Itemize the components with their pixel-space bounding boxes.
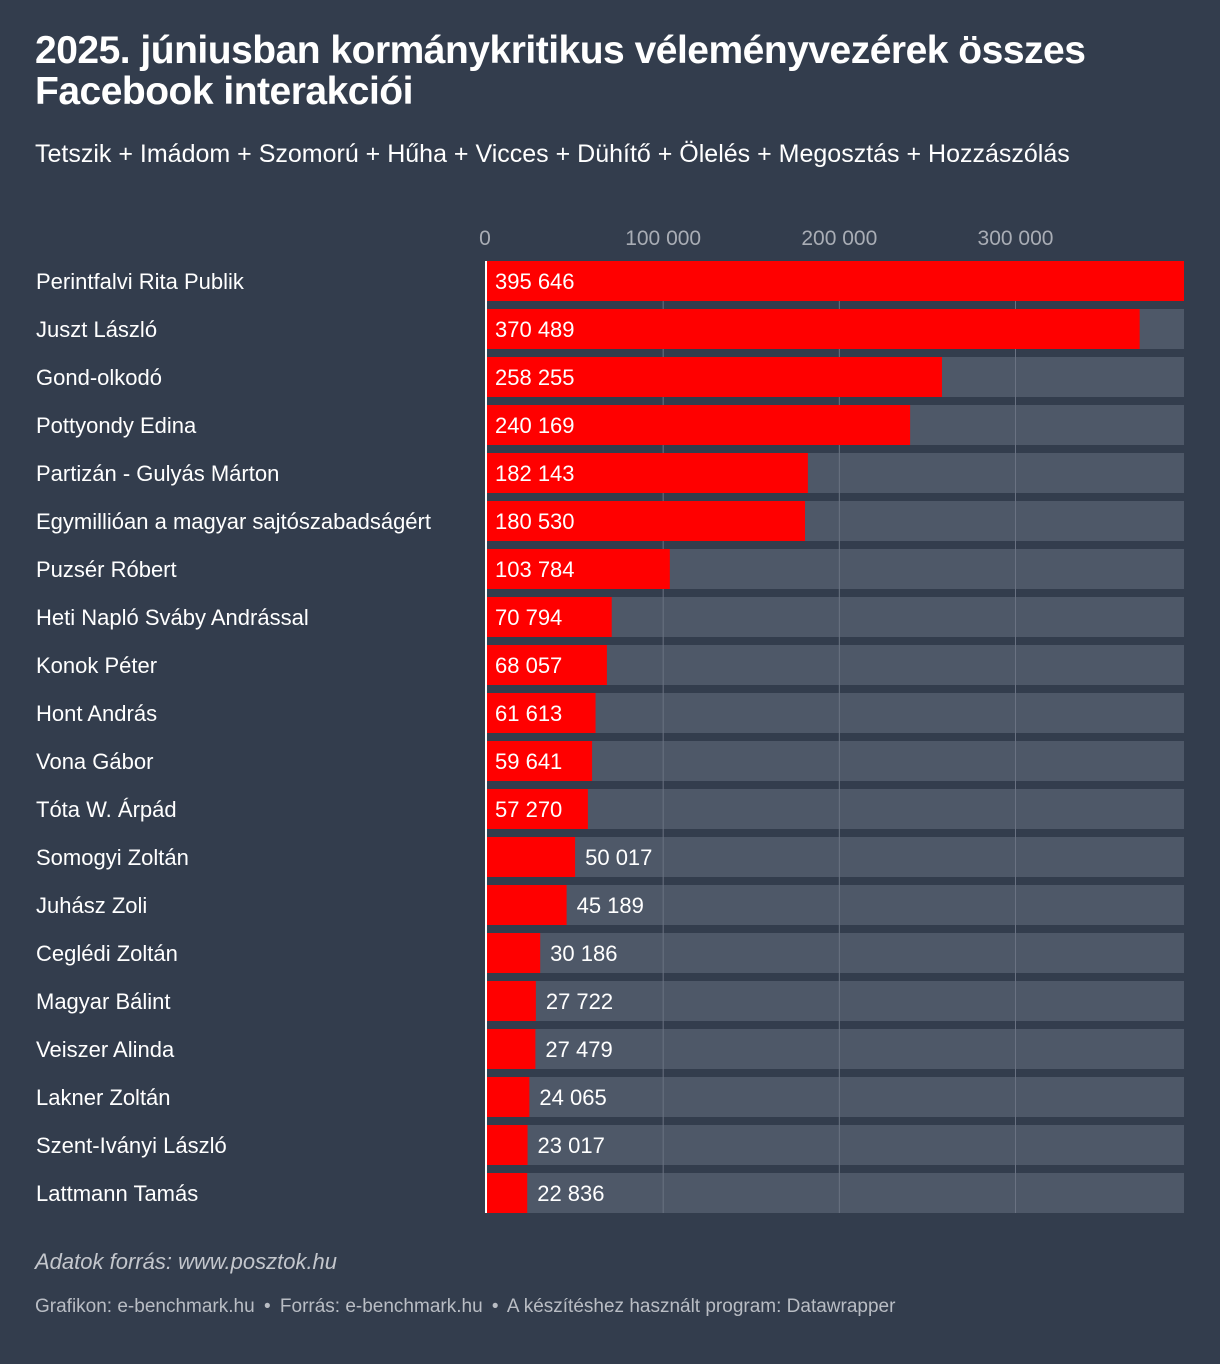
category-label: Perintfalvi Rita Publik xyxy=(36,269,245,294)
value-label: 180 530 xyxy=(495,509,575,534)
x-tick-label: 200 000 xyxy=(801,227,877,250)
bar xyxy=(487,1173,528,1213)
bar xyxy=(487,981,536,1021)
footer-tool: A készítéshez használt program: Datawrap… xyxy=(506,1296,896,1317)
bar xyxy=(487,453,808,493)
value-label: 70 794 xyxy=(495,605,562,630)
footer-separator: • xyxy=(491,1296,499,1317)
category-label: Tóta W. Árpád xyxy=(36,797,177,822)
category-label: Ceglédi Zoltán xyxy=(36,941,178,966)
value-label: 182 143 xyxy=(495,461,575,486)
category-label: Juhász Zoli xyxy=(36,893,147,918)
value-label: 370 489 xyxy=(495,317,575,342)
bar xyxy=(487,837,576,877)
category-label: Partizán - Gulyás Márton xyxy=(36,461,279,486)
bar xyxy=(487,357,942,397)
bar-track xyxy=(487,693,1184,733)
bar xyxy=(487,405,911,445)
value-label: 22 836 xyxy=(537,1181,604,1206)
category-label: Pottyondy Edina xyxy=(36,413,197,438)
bar-chart: 0 100 000 200 000 300 000 Perintfalvi Rita P… xyxy=(36,227,1184,1213)
category-label: Somogyi Zoltán xyxy=(36,845,189,870)
value-label: 61 613 xyxy=(495,701,562,726)
category-label: Magyar Bálint xyxy=(36,989,171,1014)
value-label: 23 017 xyxy=(538,1133,605,1158)
bar-track xyxy=(487,885,1184,925)
footer-source: Forrás: e-benchmark.hu xyxy=(279,1296,483,1317)
bar xyxy=(487,1125,528,1165)
category-label: Vona Gábor xyxy=(36,749,153,774)
bar xyxy=(487,1029,536,1069)
value-label: 24 065 xyxy=(539,1085,606,1110)
category-label: Juszt László xyxy=(36,317,157,342)
x-tick-label: 0 xyxy=(479,227,491,250)
bar xyxy=(487,741,593,781)
category-label: Egymillióan a magyar sajtószabadságért xyxy=(36,509,431,534)
category-label: Hont András xyxy=(36,701,157,726)
value-label: 27 479 xyxy=(545,1037,612,1062)
category-label: Veiszer Alinda xyxy=(36,1037,175,1062)
value-label: 30 186 xyxy=(550,941,617,966)
bar xyxy=(487,693,596,733)
bar-track xyxy=(487,933,1184,973)
category-label: Gond-olkodó xyxy=(36,365,162,390)
bar xyxy=(487,1077,530,1117)
value-label: 258 255 xyxy=(495,365,575,390)
footer-graphic-credit: Grafikon: e-benchmark.hu xyxy=(35,1296,255,1317)
category-label: Puzsér Róbert xyxy=(36,557,177,582)
data-source-note: Adatok forrás: www.posztok.hu xyxy=(35,1249,338,1274)
bar-track xyxy=(487,981,1184,1021)
chart-subtitle: Tetszik + Imádom + Szomorú + Hűha + Vicc… xyxy=(35,140,1070,168)
category-label: Konok Péter xyxy=(36,653,157,678)
bar-track xyxy=(487,1077,1184,1117)
value-label: 50 017 xyxy=(585,845,652,870)
footer: Grafikon: e-benchmark.hu • Forrás: e-ben… xyxy=(35,1296,895,1318)
bar xyxy=(487,501,806,541)
value-label: 103 784 xyxy=(495,557,575,582)
category-label: Heti Napló Sváby Andrással xyxy=(36,605,309,630)
bar-track xyxy=(487,789,1184,829)
value-label: 27 722 xyxy=(546,989,613,1014)
bar-track xyxy=(487,837,1184,877)
bar-track xyxy=(487,741,1184,781)
value-label: 45 189 xyxy=(577,893,644,918)
bar xyxy=(487,645,607,685)
category-label: Szent-Iványi László xyxy=(36,1133,227,1158)
bar-track xyxy=(487,1125,1184,1165)
x-tick-label: 300 000 xyxy=(978,227,1054,250)
bar xyxy=(487,933,541,973)
footer-separator: • xyxy=(263,1296,271,1317)
value-label: 59 641 xyxy=(495,749,562,774)
value-label: 240 169 xyxy=(495,413,575,438)
value-label: 57 270 xyxy=(495,797,562,822)
bar xyxy=(487,885,567,925)
category-label: Lattmann Tamás xyxy=(36,1181,198,1206)
bar-track xyxy=(487,1029,1184,1069)
bar xyxy=(487,261,1184,301)
value-label: 68 057 xyxy=(495,653,562,678)
category-label: Lakner Zoltán xyxy=(36,1085,171,1110)
value-label: 395 646 xyxy=(495,269,575,294)
bar-track xyxy=(487,1173,1184,1213)
chart-title: 2025. júniusban kormánykritikus vélemény… xyxy=(35,29,1086,113)
bar xyxy=(487,549,670,589)
bar xyxy=(487,789,588,829)
bar xyxy=(487,309,1140,349)
x-tick-label: 100 000 xyxy=(625,227,701,250)
bar xyxy=(487,597,612,637)
